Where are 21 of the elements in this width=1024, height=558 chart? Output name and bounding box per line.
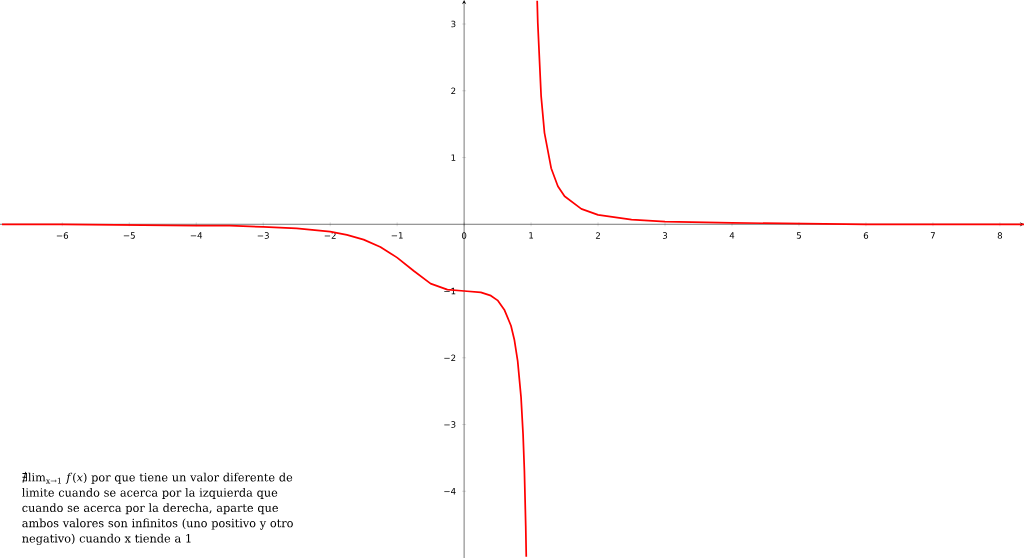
- y-tick-label: 2: [451, 87, 456, 94]
- x-tick-label: 8: [997, 232, 1003, 239]
- x-tick-label: 6: [863, 232, 869, 239]
- x-tick-label: 1: [529, 232, 534, 239]
- x-tick-label: −6: [56, 232, 69, 239]
- x-tick-label: 0: [461, 232, 467, 239]
- x-tick-label: −4: [190, 232, 203, 239]
- x-tick-label: 5: [796, 232, 801, 239]
- x-tick-label: 2: [595, 232, 600, 239]
- y-tick-label: 1: [451, 154, 456, 161]
- y-tick-label: −3: [444, 421, 456, 428]
- text: ∄lim$_{x→1}$ f(x) por que tiene un valor diferente de limite cuando se acerca por la izquierda que cuando se acerca por la derecha, aparte que ambos valores son infinitos (uno positivo y otro negativo) cuando x tiende a 1: [22, 471, 293, 545]
- y-tick-label: 3: [451, 20, 456, 28]
- y-tick-label: −4: [444, 488, 456, 495]
- x-tick-label: 4: [729, 232, 735, 239]
- y-tick-label: −2: [444, 354, 456, 361]
- x-tick-label: −1: [391, 232, 403, 239]
- x-tick-label: 7: [930, 232, 935, 239]
- x-tick-label: 3: [662, 232, 668, 239]
- x-tick-label: −3: [257, 232, 269, 239]
- x-tick-label: −5: [123, 232, 135, 239]
